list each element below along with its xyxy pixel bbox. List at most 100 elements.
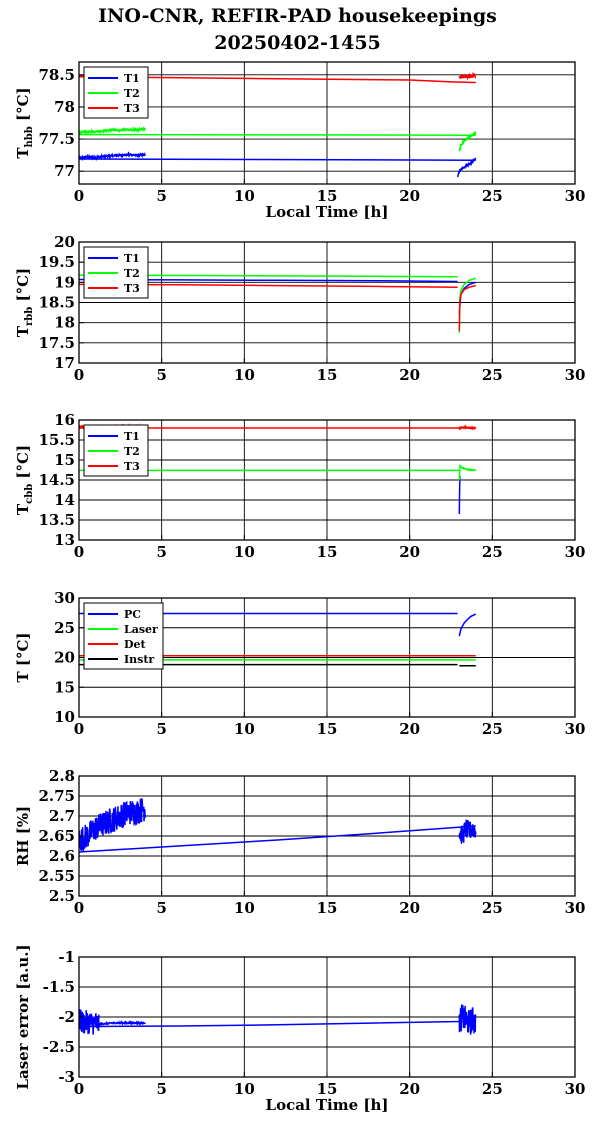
series-line: [458, 1004, 477, 1035]
x-tick-label: 10: [234, 720, 255, 738]
x-tick-label: 10: [234, 899, 255, 917]
y-tick-label: 13.5: [38, 511, 75, 529]
x-tick-label: 15: [317, 899, 338, 917]
x-tick-label: 10: [234, 366, 255, 384]
y-tick-label: 2.8: [49, 767, 75, 785]
y-tick-label: 17: [54, 354, 75, 372]
y-tick-label: 13: [54, 531, 75, 549]
y-axis-label: Tcbb [°C]: [14, 445, 35, 515]
y-axis-label: Thbb [°C]: [14, 87, 35, 158]
y-tick-label: 18: [54, 314, 75, 332]
y-tick-label: 2.7: [49, 807, 75, 825]
legend-label: T2: [124, 87, 140, 100]
figure-subtitle: 20250402-1455: [214, 32, 381, 54]
series-group: [79, 1004, 477, 1035]
x-tick-label: 20: [399, 720, 420, 738]
y-tick-label: 30: [54, 589, 75, 607]
series-line: [458, 463, 477, 481]
x-tick-label: 20: [399, 899, 420, 917]
series-line: [458, 613, 477, 637]
series-line: [79, 151, 146, 162]
y-tick-label: 20: [54, 649, 75, 667]
y-tick-label: 15: [54, 678, 75, 696]
legend: T1 T2 T3: [83, 66, 149, 119]
x-tick-label: 5: [156, 187, 166, 205]
x-tick-label: 30: [565, 543, 586, 561]
legend-label: Laser: [124, 623, 158, 636]
chart-panel-5: 0 5 10 15 20 25 30 2.5 2.55 2.6 2.65 2.7 2.75 2.8 RH […: [14, 767, 585, 917]
series-t2: [79, 126, 477, 152]
x-tick-label: 30: [565, 187, 586, 205]
series-line: [79, 1020, 476, 1028]
series-t1: [79, 151, 477, 178]
chart-panel-1: 0 5 10 15 20 25 30 77 77.5 78 78.5 Local Time [h] Th…: [14, 61, 586, 221]
x-tick-label: 0: [74, 543, 84, 561]
x-tick-label: 15: [317, 720, 338, 738]
x-tick-label: 5: [156, 543, 166, 561]
chart-panel-6: 0 5 10 15 20 25 30 -3 -2.5 -2 -1.5 -1 Local Time [h]…: [14, 944, 585, 1114]
y-axis-label: T [°C]: [14, 632, 32, 682]
legend-label: T2: [124, 445, 140, 458]
x-axis-label: Local Time [h]: [266, 203, 389, 221]
legend-label: T3: [124, 460, 140, 473]
x-tick-label: 25: [482, 366, 503, 384]
x-tick-label: 20: [399, 187, 420, 205]
y-tick-label: -3: [58, 1068, 75, 1086]
x-tick-label: 5: [156, 1080, 166, 1098]
x-tick-label: 0: [74, 899, 84, 917]
legend-label: T3: [124, 102, 140, 115]
legend-label: T1: [124, 72, 140, 85]
y-tick-label: 77.5: [38, 130, 75, 148]
series-line: [79, 158, 476, 161]
y-tick-label: 77: [54, 162, 75, 180]
legend-label: T1: [124, 252, 140, 265]
x-tick-label: 5: [156, 366, 166, 384]
x-tick-label: 10: [234, 1080, 255, 1098]
legend: T1 T2 T3: [83, 424, 149, 477]
legend: PC Laser Det Instr: [83, 602, 164, 670]
series-group: [79, 798, 477, 853]
y-tick-label: 20: [54, 233, 75, 251]
series-t1: [458, 475, 461, 515]
series-line: [456, 157, 477, 178]
x-tick-label: 20: [399, 543, 420, 561]
x-tick-label: 15: [317, 187, 338, 205]
y-tick-label: 2.75: [38, 787, 75, 805]
y-tick-label: -1: [58, 948, 75, 966]
x-tick-label: 25: [482, 187, 503, 205]
y-tick-label: 19.5: [38, 253, 75, 271]
x-tick-label: 30: [565, 899, 586, 917]
x-tick-label: 0: [74, 720, 84, 738]
x-tick-label: 30: [565, 1080, 586, 1098]
y-tick-label: 14: [54, 491, 75, 509]
x-tick-label: 15: [317, 366, 338, 384]
series-line: [458, 475, 461, 515]
series-line: [98, 1019, 146, 1028]
legend-label: T1: [124, 430, 140, 443]
y-axis-label: Trbb [°C]: [14, 268, 35, 337]
y-tick-label: 78.5: [38, 66, 75, 84]
series-line: [458, 284, 476, 331]
legend-label: T2: [124, 267, 140, 280]
series-line: [79, 133, 476, 136]
chart-panel-2: 0 5 10 15 20 25 30 17 17.5 18 18.5 19 19.5 20 Trbb [°C…: [14, 233, 585, 384]
y-tick-label: 15: [54, 451, 75, 469]
x-tick-label: 25: [482, 899, 503, 917]
x-axis-label: Local Time [h]: [266, 1096, 389, 1114]
y-tick-label: 25: [54, 619, 75, 637]
series-line-1: [79, 798, 477, 853]
y-axis-label: RH [%]: [14, 806, 32, 866]
y-tick-label: -1.5: [43, 978, 75, 996]
y-tick-label: 14.5: [38, 471, 75, 489]
legend-label: Det: [124, 638, 147, 651]
series-line: [79, 126, 146, 136]
x-tick-label: 0: [74, 187, 84, 205]
chart-panel-4: 0 5 10 15 20 25 30 10 15 20 25 30 T [°C] PC Laser Det In…: [14, 589, 585, 738]
x-tick-label: 25: [482, 720, 503, 738]
x-tick-label: 10: [234, 543, 255, 561]
x-tick-label: 10: [234, 187, 255, 205]
series-line: [458, 423, 477, 431]
y-tick-label: 10: [54, 708, 75, 726]
